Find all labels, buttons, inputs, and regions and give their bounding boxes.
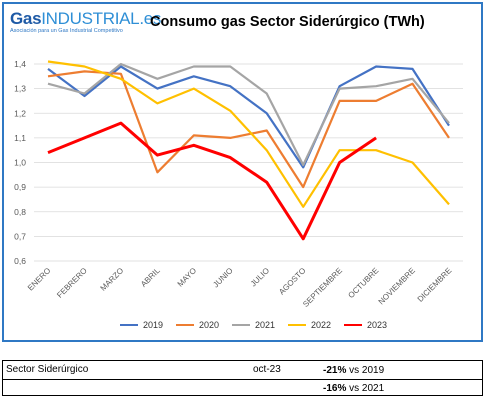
x-tick-label: JUNIO [211,266,234,289]
y-tick-label: 0,8 [14,207,26,217]
legend-label: 2023 [367,320,388,330]
y-tick-label: 0,9 [14,182,26,192]
x-tick-label: ENERO [26,266,52,292]
x-tick-label: MARZO [99,266,126,293]
legend-item-2021: 2021 [232,320,288,330]
legend-swatch [288,323,306,327]
series-line-2019 [47,65,450,169]
y-tick-label: 1,0 [14,158,26,168]
series-line-2020 [47,70,450,189]
y-tick-label: 1,2 [14,108,26,118]
pct-vs-2019: -21% [323,365,347,376]
series-line-2022 [47,60,450,208]
x-tick-label: JULIO [249,266,271,288]
legend-swatch [176,323,194,327]
legend-item-2019: 2019 [120,320,176,330]
logo-tagline: Asociación para un Gas Industrial Compet… [10,28,123,34]
legend-label: 2020 [199,320,220,330]
legend-item-2022: 2022 [288,320,344,330]
y-tick-label: 1,3 [14,84,26,94]
logo-industrial: INDUSTRIAL [41,9,140,28]
x-tick-label: NOVIEMBRE [377,266,417,306]
x-tick-label: ABRIL [139,266,162,289]
line-chart: 0,6 0,7 0,8 0,9 1,0 1,1 1,2 1,3 1,4 ENERO FEBRERO M… [14,59,463,309]
vs-2021-label: vs 2021 [349,383,385,394]
logo-suffix: .es [139,9,162,28]
legend-item-2023: 2023 [344,320,400,330]
table-row-2019: -21% vs 2019 [323,365,384,376]
legend-item-2020: 2020 [176,320,232,330]
legend-swatch [344,323,362,327]
gasindustrial-logo: GasINDUSTRIAL.es Asociación para un Gas … [10,10,161,34]
chart-frame [2,2,483,342]
table-sector-label: Sector Siderúrgico [6,364,89,375]
chart-title: Consumo gas Sector Siderúrgico (TWh) [150,14,425,30]
table-divider [3,379,482,380]
y-tick-label: 0,7 [14,231,26,241]
logo-wordmark: GasINDUSTRIAL.es [10,10,161,27]
x-tick-label: DICIEMBRE [416,266,454,304]
x-tick-label: OCTUBRE [346,266,380,300]
legend-swatch [232,323,250,327]
pct-vs-2021: -16% [323,383,347,394]
table-row-2021: -16% vs 2021 [323,383,384,394]
x-tick-label: FEBRERO [55,266,89,300]
logo-gas: Gas [10,9,42,28]
y-tick-label: 0,6 [14,256,26,266]
legend-swatch [120,323,138,327]
legend-label: 2022 [311,320,332,330]
vs-2019-label: vs 2019 [349,365,385,376]
summary-table: Sector Siderúrgico oct-23 -21% vs 2019 -… [2,360,483,396]
x-tick-label: AGOSTO [277,266,307,296]
legend-label: 2021 [255,320,276,330]
y-tick-label: 1,1 [14,133,26,143]
x-tick-label: MAYO [176,266,199,289]
series-line-2023 [47,121,377,241]
y-tick-label: 1,4 [14,59,26,69]
series-line-2021 [47,62,450,167]
chart-legend: 2019 2020 2021 2022 2023 [120,320,400,330]
table-period: oct-23 [253,364,281,375]
x-tick-label: SEPTIEMBRE [301,266,344,309]
legend-label: 2019 [143,320,164,330]
